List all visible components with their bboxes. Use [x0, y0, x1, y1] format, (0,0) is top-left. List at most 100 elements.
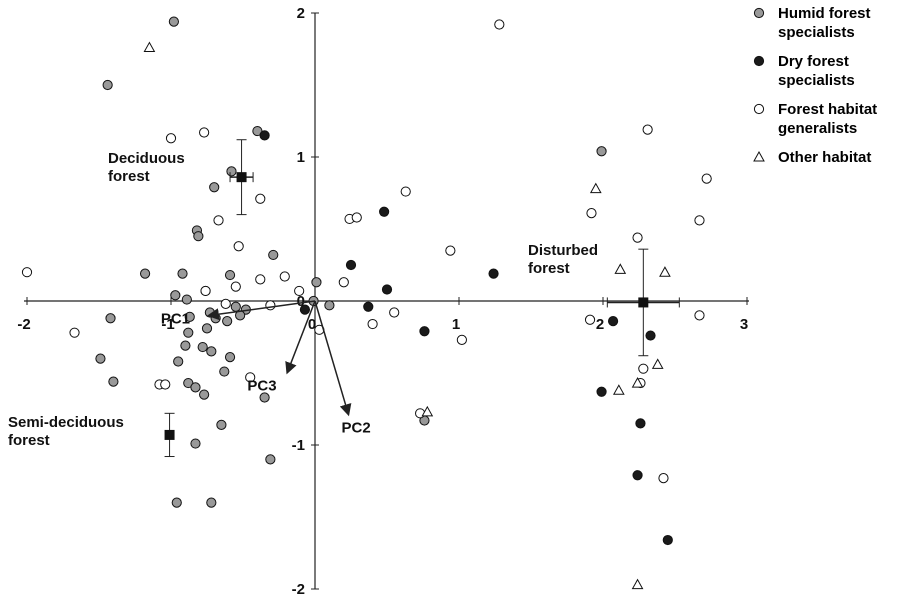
- point: [259, 130, 270, 141]
- point: [200, 285, 211, 297]
- point: [635, 418, 646, 429]
- point: [299, 304, 311, 315]
- legend-swatch: [753, 103, 765, 115]
- point: [224, 269, 236, 281]
- point: [245, 372, 256, 383]
- point: [199, 389, 210, 400]
- point: [367, 318, 378, 330]
- point: [268, 249, 279, 261]
- point: [95, 353, 106, 364]
- point: [219, 366, 230, 377]
- point: [170, 290, 181, 301]
- legend: Humid forest specialists Dry forest speci…: [752, 4, 902, 177]
- point: [400, 186, 411, 197]
- point: [226, 166, 237, 177]
- point: [199, 127, 210, 138]
- point: [632, 470, 643, 481]
- point: [165, 133, 177, 144]
- y-tick-label: -1: [292, 437, 305, 454]
- point: [233, 241, 244, 252]
- point: [21, 267, 33, 278]
- point: [419, 326, 430, 337]
- point: [614, 263, 627, 274]
- y-tick-label: 0: [297, 293, 305, 310]
- point: [171, 497, 182, 508]
- point: [105, 313, 116, 324]
- vector-label: PC1: [161, 310, 190, 327]
- point: [345, 259, 357, 271]
- point: [206, 346, 217, 357]
- legend-swatch: [753, 55, 765, 67]
- legend-item: Dry forest specialists: [752, 52, 896, 90]
- point: [659, 266, 671, 277]
- point: [180, 340, 191, 351]
- point: [379, 206, 390, 217]
- y-tick-label: 1: [297, 149, 305, 166]
- legend-label: Other habitat: [778, 149, 872, 166]
- loading-arrow: [206, 300, 316, 321]
- point: [190, 438, 201, 449]
- point: [173, 356, 184, 367]
- point: [206, 497, 217, 508]
- legend-label: Forest habitat generalists: [778, 101, 878, 137]
- point: [102, 79, 113, 91]
- point: [456, 334, 467, 345]
- loading-arrow: [314, 300, 352, 417]
- point: [139, 268, 151, 279]
- point: [701, 173, 712, 184]
- point: [216, 419, 227, 430]
- x-tick-label: -2: [17, 316, 30, 333]
- point: [265, 300, 276, 311]
- x-tick-label: 2: [596, 316, 604, 333]
- point: [445, 245, 456, 256]
- legend-swatch: [753, 150, 765, 162]
- point: [230, 281, 241, 292]
- point: [645, 330, 656, 341]
- point: [596, 386, 607, 397]
- vector-label: PC3: [247, 378, 276, 395]
- point: [351, 212, 362, 223]
- loading-arrow: [285, 300, 316, 375]
- point: [160, 379, 171, 390]
- point: [694, 215, 705, 226]
- point: [197, 341, 208, 353]
- point: [255, 274, 266, 285]
- point: [494, 19, 505, 30]
- site-centroid: [236, 172, 247, 183]
- x-tick-label: 3: [740, 316, 748, 333]
- point: [201, 323, 213, 334]
- site-centroid: [164, 429, 175, 440]
- point: [612, 384, 625, 395]
- point: [658, 473, 669, 484]
- point: [69, 327, 80, 338]
- point: [338, 277, 349, 288]
- point: [193, 231, 204, 242]
- point: [584, 314, 596, 325]
- vector-label: PC2: [341, 420, 370, 437]
- point: [631, 377, 644, 388]
- point: [279, 271, 290, 282]
- point: [694, 310, 705, 321]
- x-tick-label: 0: [308, 316, 316, 333]
- point: [168, 16, 179, 27]
- point: [586, 208, 597, 219]
- legend-item: Forest habitat generalists: [752, 100, 896, 138]
- point: [596, 146, 607, 157]
- point: [204, 307, 215, 318]
- point: [183, 327, 194, 338]
- legend-label: Dry forest specialists: [778, 53, 855, 89]
- point: [638, 363, 649, 374]
- point: [294, 285, 305, 297]
- x-tick-label: 1: [452, 316, 460, 333]
- legend-item: Humid forest specialists: [752, 4, 896, 42]
- point: [230, 301, 241, 312]
- site-label: Deciduous forest: [108, 150, 185, 185]
- y-tick-label: -2: [292, 581, 305, 598]
- legend-marker: [753, 150, 765, 162]
- point: [363, 301, 374, 312]
- point: [324, 300, 335, 311]
- legend-marker: [753, 103, 765, 115]
- site-label: Semi-deciduous forest: [8, 414, 124, 449]
